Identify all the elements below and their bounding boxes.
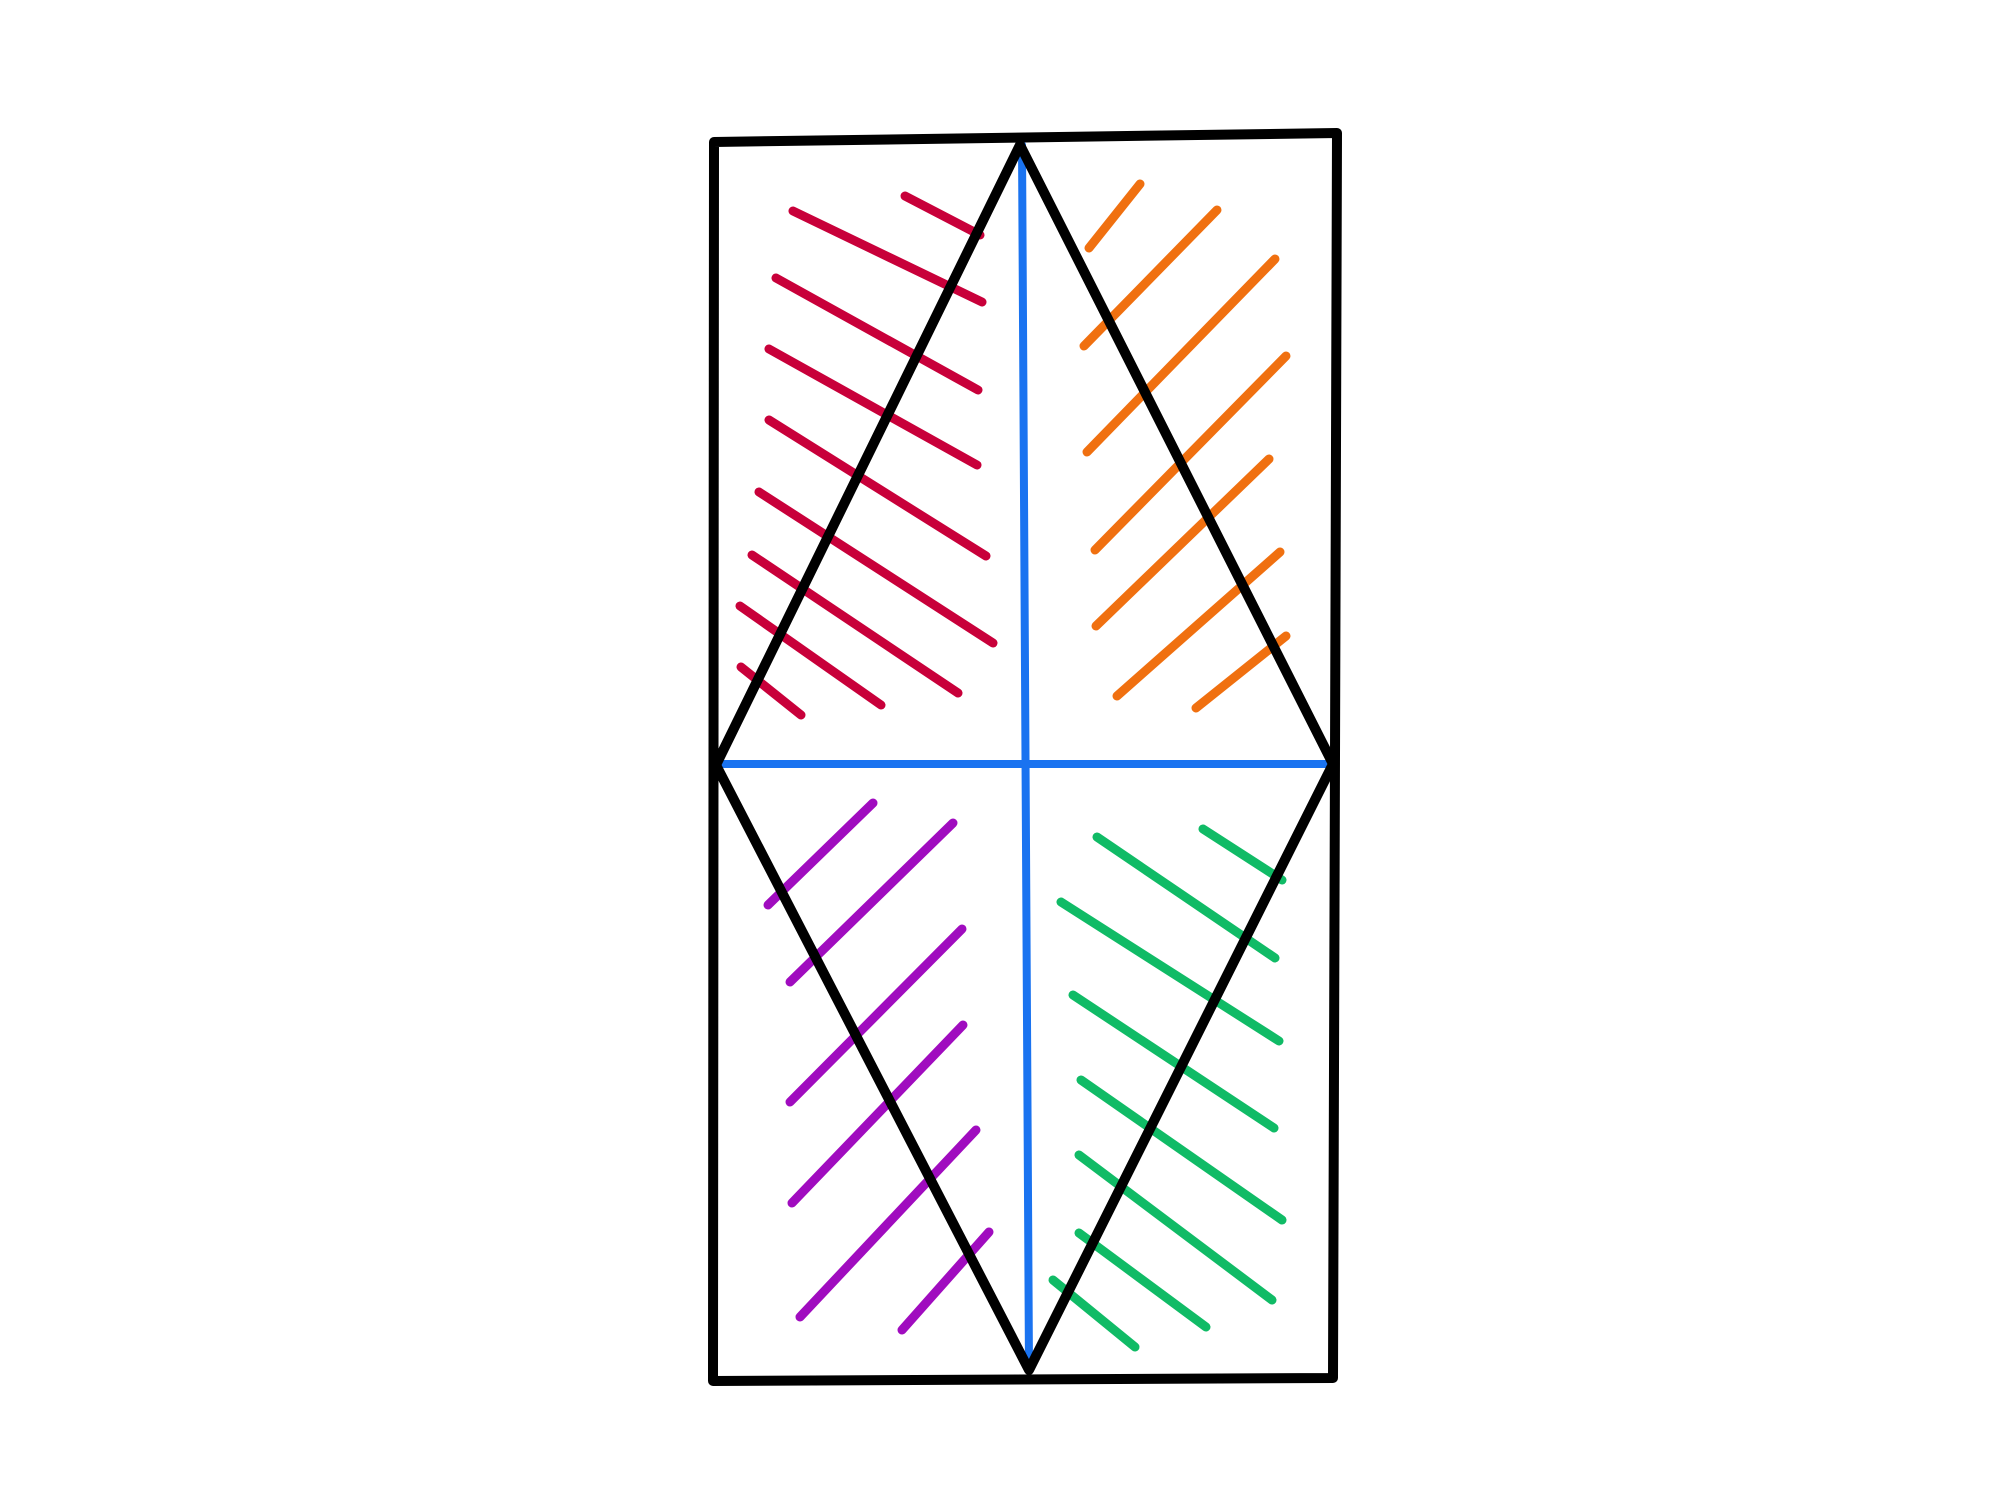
hatch-line bbox=[795, 1125, 981, 1322]
hatch-line bbox=[1091, 454, 1274, 631]
hatch-line bbox=[764, 415, 991, 561]
hatch-line bbox=[1112, 547, 1285, 701]
hatch-line bbox=[763, 798, 878, 910]
hatch-line bbox=[1074, 1228, 1211, 1332]
hatch-line bbox=[1090, 351, 1291, 555]
hatch-line bbox=[1082, 254, 1280, 457]
outline bbox=[708, 128, 1342, 1386]
hatch-line bbox=[1084, 179, 1145, 253]
hatch-line bbox=[1056, 897, 1284, 1046]
hatch-line bbox=[900, 191, 985, 240]
hatch-line bbox=[787, 1020, 968, 1208]
hatch-bottom-left bbox=[763, 798, 994, 1335]
hatch-line bbox=[1076, 1075, 1287, 1225]
hatch-line bbox=[1198, 824, 1287, 885]
hatch-line bbox=[764, 344, 982, 470]
outer-rectangle bbox=[708, 128, 1342, 1386]
vertical-axis bbox=[1018, 141, 1033, 1374]
axes bbox=[716, 141, 1334, 1374]
hatch-line bbox=[785, 924, 967, 1107]
hatch-line bbox=[735, 601, 886, 710]
hatch-line bbox=[897, 1227, 994, 1335]
rhombus bbox=[711, 140, 1338, 1375]
hatch-line bbox=[754, 487, 998, 648]
hatch-line bbox=[736, 662, 806, 720]
hatch-line bbox=[747, 550, 963, 698]
hatch-line bbox=[771, 273, 983, 395]
hatch-top-left bbox=[735, 191, 998, 720]
hatch-top-right bbox=[1079, 179, 1291, 713]
hatch-line bbox=[1068, 990, 1279, 1133]
hatch-line bbox=[1074, 1150, 1277, 1305]
